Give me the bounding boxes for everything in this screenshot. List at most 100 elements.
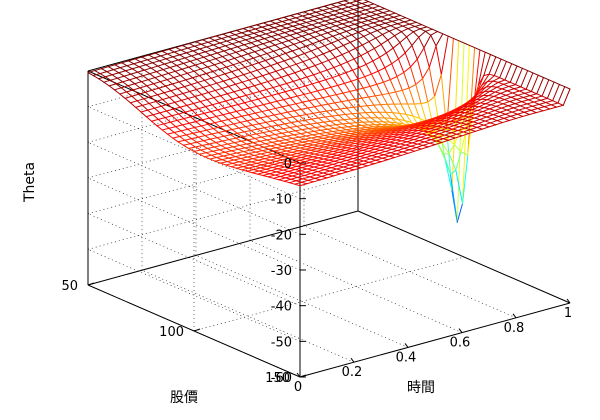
mesh-segment-t	[100, 72, 107, 74]
mesh-segment-s	[210, 159, 215, 161]
mesh-segment-t	[204, 139, 211, 141]
mesh-segment-s	[379, 6, 384, 8]
mesh-segment-t	[312, 23, 319, 25]
mesh-segment-t	[350, 90, 357, 92]
mesh-segment-s	[202, 94, 207, 99]
mesh-segment-t	[331, 166, 338, 168]
mesh-segment-t	[289, 104, 296, 106]
mesh-segment-s	[475, 48, 480, 50]
mesh-segment-t	[301, 18, 308, 20]
mesh-segment-s	[293, 26, 298, 28]
mesh-segment-t	[262, 47, 269, 49]
mesh-segment-t	[532, 104, 539, 106]
mesh-segment-s	[342, 102, 347, 108]
mesh-segment-t	[245, 162, 252, 164]
mesh-segment-t	[251, 160, 258, 162]
mesh-segment-t	[473, 119, 480, 121]
mesh-segment-t	[247, 33, 254, 35]
mesh-segment-t	[248, 52, 255, 54]
mesh-segment-t	[476, 112, 483, 115]
mesh-segment-t	[274, 49, 281, 51]
mesh-segment-s	[286, 53, 291, 58]
mesh-segment-s	[183, 46, 188, 49]
mesh-segment-t	[231, 47, 238, 49]
mesh-segment-t	[219, 46, 226, 48]
mesh-segment-t	[387, 17, 394, 19]
mesh-segment-s	[201, 150, 206, 153]
mesh-segment-s	[255, 113, 260, 118]
mesh-segment-s	[288, 24, 293, 26]
mesh-segment-t	[276, 129, 283, 130]
mesh-segment-t	[530, 94, 537, 96]
mesh-segment-t	[332, 115, 339, 116]
mesh-segment-s	[239, 42, 244, 45]
mesh-segment-t	[276, 69, 283, 71]
mesh-segment-t	[307, 75, 314, 77]
mesh-segment-s	[247, 171, 252, 172]
mesh-segment-t	[232, 70, 239, 72]
mesh-segment-t	[223, 79, 230, 81]
mesh-segment-s	[162, 75, 167, 79]
mesh-segment-t	[331, 40, 338, 43]
mesh-segment-t	[204, 112, 211, 114]
mesh-segment-t	[339, 15, 346, 17]
mesh-segment-t	[309, 164, 316, 166]
mesh-segment-t	[281, 112, 288, 113]
mesh-segment-t	[302, 129, 309, 130]
mesh-segment-s	[321, 105, 326, 111]
mesh-segment-s	[95, 71, 100, 74]
mesh-segment-t	[374, 162, 381, 164]
mesh-segment-s	[344, 83, 349, 91]
mesh-segment-s	[337, 21, 342, 23]
mesh-segment-t	[334, 65, 341, 68]
mesh-segment-t	[198, 136, 205, 138]
mesh-segment-t	[238, 103, 245, 105]
mesh-segment-t	[275, 43, 282, 45]
mesh-segment-t	[317, 54, 324, 57]
mesh-segment-t	[279, 28, 286, 30]
mesh-segment-t	[328, 128, 335, 129]
mesh-segment-s	[333, 110, 338, 115]
mesh-segment-t	[255, 137, 262, 138]
mesh-segment-t	[388, 13, 395, 15]
mesh-segment-s	[269, 25, 274, 27]
mesh-segment-t	[402, 139, 409, 141]
mesh-segment-t	[218, 152, 225, 153]
mesh-segment-t	[277, 37, 284, 39]
mesh-segment-s	[345, 15, 350, 17]
mesh-segment-s	[242, 116, 247, 121]
mesh-segment-t	[269, 148, 276, 149]
mesh-segment-t	[277, 100, 284, 102]
mesh-segment-t	[327, 110, 334, 111]
mesh-segment-s	[281, 114, 286, 119]
mesh-segment-t	[174, 50, 181, 52]
mesh-segment-s	[514, 108, 519, 110]
mesh-segment-t	[322, 28, 329, 30]
mesh-segment-t	[481, 113, 488, 116]
mesh-segment-t	[165, 116, 172, 118]
mesh-segment-s	[399, 20, 404, 22]
mesh-segment-t	[291, 29, 298, 31]
mesh-segment-t	[215, 88, 222, 90]
mesh-segment-s	[331, 87, 336, 94]
mesh-segment-t	[298, 27, 305, 29]
mesh-segment-t	[187, 71, 194, 73]
mesh-segment-t	[325, 43, 332, 46]
mesh-segment-t	[304, 51, 311, 54]
mesh-segment-s	[416, 85, 421, 104]
mesh-segment-t	[205, 50, 212, 52]
mesh-segment-s	[385, 9, 390, 11]
mesh-segment-s	[151, 68, 156, 72]
mesh-segment-t	[228, 35, 235, 37]
mesh-segment-t	[507, 89, 514, 91]
mesh-segment-s	[501, 93, 506, 95]
mesh-segment-s	[226, 148, 231, 151]
mesh-segment-s	[505, 114, 510, 116]
mesh-segment-s	[464, 43, 469, 45]
mesh-segment-t	[319, 39, 326, 41]
mesh-segment-s	[339, 115, 344, 119]
mesh-segment-t	[217, 136, 224, 137]
mesh-segment-t	[328, 11, 335, 13]
mesh-segment-t	[353, 27, 360, 29]
mesh-segment-t	[254, 154, 261, 156]
